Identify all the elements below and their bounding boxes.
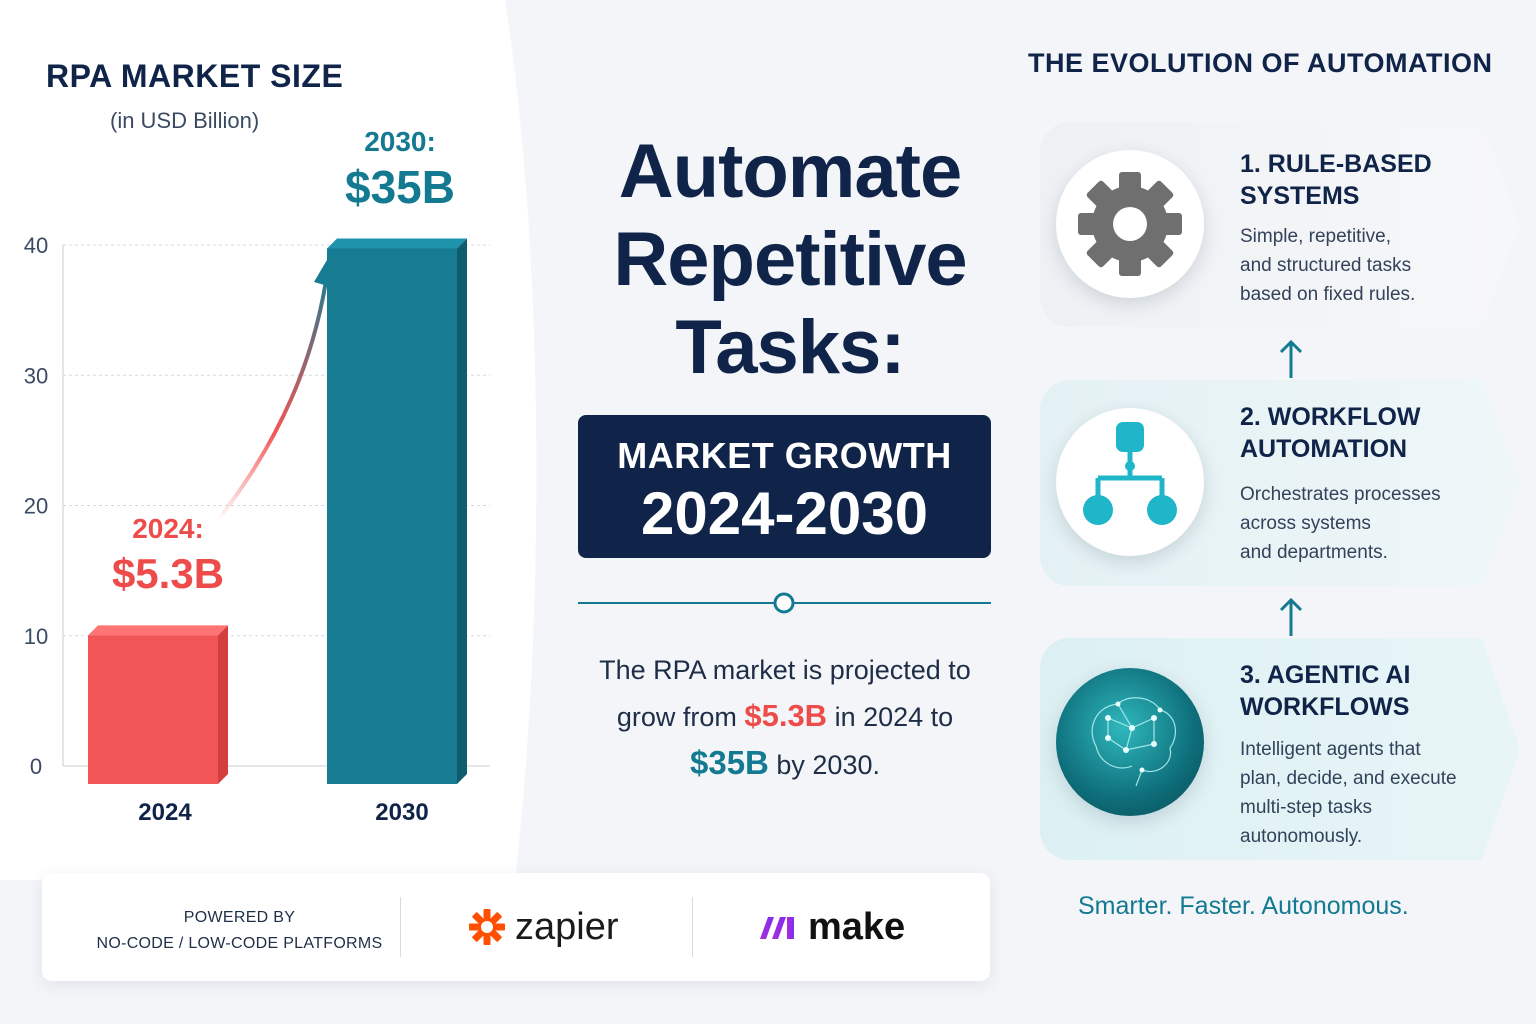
ai-brain-icon	[1056, 668, 1204, 816]
zapier-asterisk-icon	[469, 909, 505, 945]
data-label: $35B	[345, 161, 455, 213]
make-mark-icon	[760, 917, 794, 939]
banner-label: MARKET GROWTH	[617, 435, 952, 476]
step-2-desc-line-2: across systems	[1240, 513, 1371, 534]
headline: Automate Repetitive Tasks:	[570, 128, 1010, 392]
step-3-description: Intelligent agents that plan, decide, an…	[1240, 735, 1500, 851]
desc-part-2: in 2024 to	[827, 702, 954, 732]
growth-arrow-head	[314, 248, 342, 290]
data-label: 2030:	[364, 126, 436, 157]
arrow-up-icon	[1279, 597, 1303, 636]
step-3-desc-line-4: autonomously.	[1240, 826, 1363, 847]
step-2-desc-line-3: and departments.	[1240, 542, 1388, 563]
step-1-desc-line-2: and structured tasks	[1240, 255, 1412, 276]
market-description: The RPA market is projected to grow from…	[570, 648, 1000, 788]
bar	[327, 248, 457, 785]
headline-line-2: Repetitive	[613, 217, 967, 302]
zapier-wordmark: zapier	[515, 905, 619, 948]
divider	[578, 592, 991, 614]
desc-value-2024: $5.3B	[744, 698, 828, 733]
step-3-desc-line-1: Intelligent agents that	[1240, 739, 1421, 760]
make-logo: make	[758, 903, 905, 951]
step-2-desc-line-1: Orchestrates processes	[1240, 484, 1441, 505]
arrow-up-icon	[1279, 339, 1303, 378]
tagline: Smarter. Faster. Autonomous.	[1078, 892, 1409, 920]
step-2-description: Orchestrates processes across systems an…	[1240, 480, 1500, 567]
make-wordmark: make	[808, 905, 906, 948]
chart-title: RPA MARKET SIZE	[46, 58, 344, 94]
separator	[692, 897, 693, 957]
x-tick-label: 2030	[375, 799, 428, 826]
step-1-desc-line-1: Simple, repetitive,	[1240, 226, 1392, 247]
step-2-title: 2. WORKFLOW AUTOMATION	[1240, 403, 1421, 463]
x-tick-label: 2024	[138, 799, 192, 826]
growth-arrow	[216, 266, 330, 522]
chart-subtitle: (in USD Billion)	[110, 108, 260, 133]
step-1-title: 1. RULE-BASED SYSTEMS	[1240, 150, 1432, 210]
step-3-title: 3. AGENTIC AI WORKFLOWS	[1240, 661, 1411, 721]
workflow-icon	[1056, 408, 1204, 556]
step-3-desc-line-2: plan, decide, and execute	[1240, 768, 1457, 789]
data-label: $5.3B	[112, 550, 224, 597]
powered-by-text: POWERED BY NO-CODE / LOW-CODE PLATFORMS	[62, 905, 417, 957]
separator	[400, 897, 401, 957]
y-tick-label: 30	[24, 363, 48, 388]
headline-line-3: Tasks:	[675, 305, 905, 390]
bar-side	[457, 238, 467, 785]
zapier-logo: zapier	[467, 903, 619, 951]
data-label: 2024:	[132, 513, 204, 544]
y-tick-label: 10	[24, 624, 48, 649]
powered-by-line-1: POWERED BY	[183, 909, 296, 926]
y-tick-label: 0	[30, 754, 42, 779]
bar-side	[218, 625, 228, 784]
powered-by-line-2: NO-CODE / LOW-CODE PLATFORMS	[96, 935, 383, 952]
y-tick-label: 40	[24, 233, 48, 258]
step-1-desc-line-3: based on fixed rules.	[1240, 284, 1416, 305]
bar	[88, 635, 218, 784]
banner-years: 2024-2030	[641, 480, 928, 547]
bar-top	[88, 625, 228, 636]
y-tick-label: 20	[24, 494, 48, 519]
gear-icon	[1056, 150, 1204, 298]
powered-by-bar: POWERED BY NO-CODE / LOW-CODE PLATFORMS …	[42, 873, 990, 981]
bar-top	[327, 238, 467, 249]
step-1-description: Simple, repetitive, and structured tasks…	[1240, 222, 1500, 309]
desc-value-2030: $35B	[690, 744, 769, 781]
step-3-desc-line-3: multi-step tasks	[1240, 797, 1372, 818]
desc-part-1: The RPA market is projected to grow from	[599, 655, 971, 732]
headline-line-1: Automate	[618, 129, 962, 214]
evolution-title: THE EVOLUTION OF AUTOMATION	[1028, 48, 1493, 78]
market-growth-banner: MARKET GROWTH 2024-2030	[578, 415, 991, 558]
desc-part-3: by 2030.	[768, 750, 880, 780]
